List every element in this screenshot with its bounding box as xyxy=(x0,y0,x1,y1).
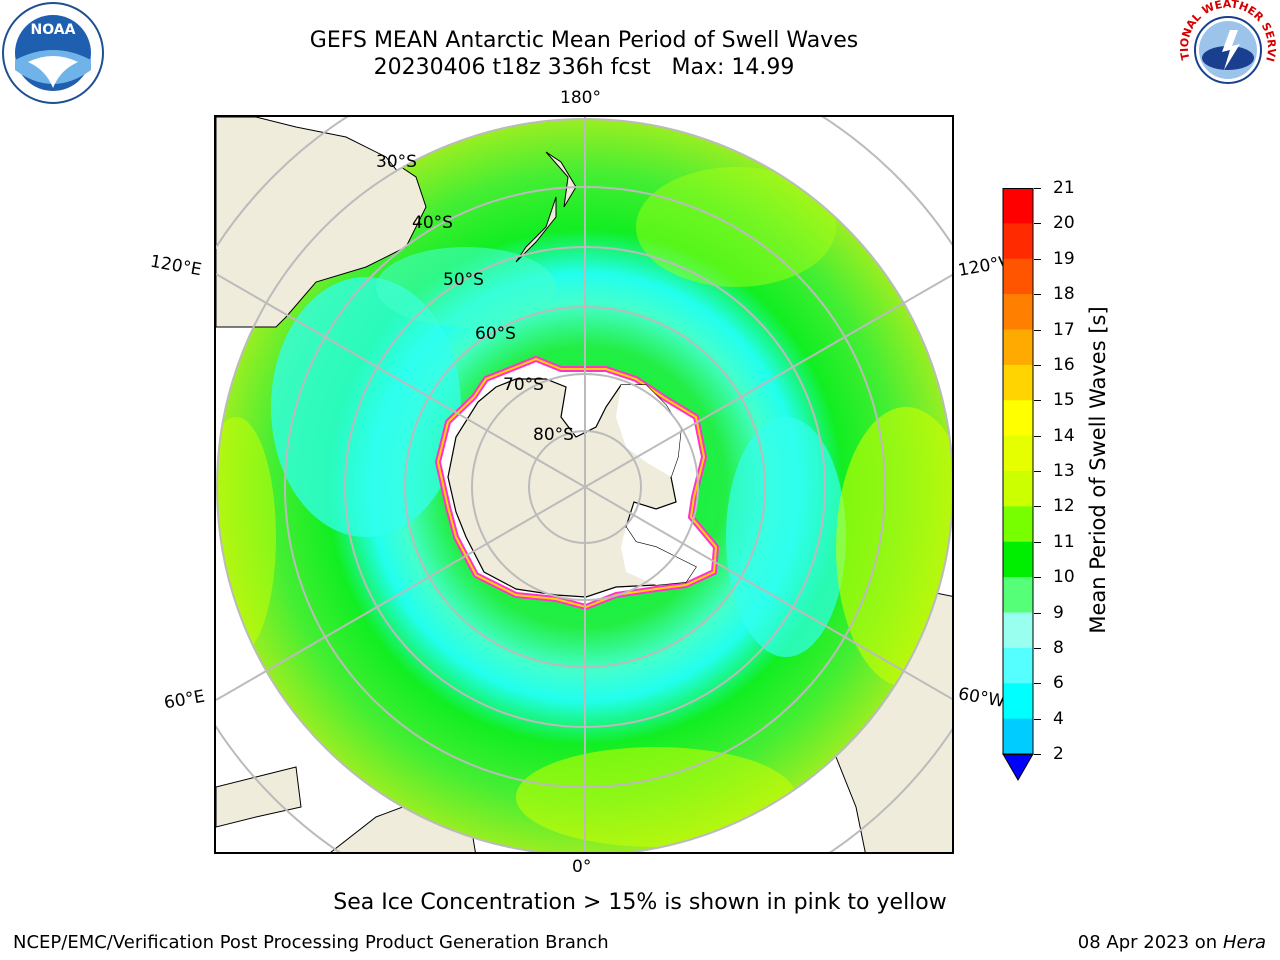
colorbar-tick-mark xyxy=(1034,612,1041,614)
footer-producer: NCEP/EMC/Verification Post Processing Pr… xyxy=(13,932,609,953)
colorbar-tick-label: 4 xyxy=(1053,708,1064,729)
colorbar-band xyxy=(1003,718,1033,755)
colorbar-band xyxy=(1003,329,1033,366)
land-new-zealand-south xyxy=(515,196,557,263)
colorbar-band xyxy=(1003,683,1033,720)
colorbar-tick-mark xyxy=(1034,754,1041,755)
colorbar-band xyxy=(1003,188,1033,224)
colorbar-tick-label: 13 xyxy=(1053,461,1075,481)
colorbar-tick-mark xyxy=(1034,541,1041,543)
colorbar-tick-mark xyxy=(1034,400,1041,402)
colorbar-band xyxy=(1003,506,1033,543)
colorbar-band xyxy=(1003,258,1033,295)
colorbar-tick-mark xyxy=(1034,471,1041,472)
colorbar-band xyxy=(1003,577,1033,613)
colorbar-tick-label: 17 xyxy=(1053,319,1075,340)
colorbar-band xyxy=(1003,364,1033,401)
colorbar-band xyxy=(1003,647,1033,684)
chart-subtitle: 20230406 t18z 336h fcst Max: 14.99 xyxy=(373,55,795,80)
swell-region-drake-passage xyxy=(726,417,846,657)
colorbar-tick-label: 18 xyxy=(1053,284,1075,305)
lat-label-80s: 80°S xyxy=(533,425,574,445)
nws-logo: NATIONAL WEATHER SERVICE xyxy=(1178,0,1278,97)
graticule xyxy=(216,117,952,852)
lat-label-40s: 40°S xyxy=(412,213,453,233)
colorbar-tick-label: 14 xyxy=(1053,425,1075,446)
colorbar-tick-mark xyxy=(1034,294,1041,296)
colorbar-tick-label: 21 xyxy=(1053,178,1075,198)
footer-date-text: 08 Apr 2023 on xyxy=(1077,932,1223,953)
colorbar-tick-mark xyxy=(1034,683,1041,685)
colorbar-band xyxy=(1003,435,1033,472)
colorbar-band xyxy=(1003,223,1033,260)
footer-host: Hera xyxy=(1222,932,1266,953)
colorbar-tick-label: 6 xyxy=(1053,673,1064,694)
polar-map xyxy=(216,117,952,852)
colorbar-tick-mark xyxy=(1034,223,1041,225)
colorbar-extension xyxy=(1002,753,1034,782)
lat-label-30s: 30°S xyxy=(376,152,417,172)
colorbar-tick-label: 8 xyxy=(1053,637,1064,658)
colorbar-band xyxy=(1003,612,1033,649)
swell-region-south-atlantic xyxy=(516,747,796,847)
land-new-zealand-north xyxy=(545,151,577,208)
colorbar-tick-label: 10 xyxy=(1053,567,1075,588)
lon-label-60e: 60°E xyxy=(162,686,207,714)
colorbar-band xyxy=(1003,400,1033,437)
colorbar xyxy=(1002,188,1034,782)
swell-region-indian-west xyxy=(217,417,276,657)
colorbar-band xyxy=(1003,541,1033,578)
noaa-logo-text: NOAA xyxy=(31,22,76,38)
lon-label-60w: 60°W xyxy=(956,684,1007,712)
colorbar-band xyxy=(1003,294,1033,330)
noaa-logo: NOAA xyxy=(2,2,104,104)
colorbar-tick-mark xyxy=(1034,258,1041,260)
weddell-ice-shelf xyxy=(621,527,696,585)
lat-label-60s: 60°S xyxy=(475,324,516,344)
lon-label-120e: 120°E xyxy=(148,251,204,281)
colorbar-tick-mark xyxy=(1034,188,1041,189)
map-panel xyxy=(214,115,954,854)
chart-title: GEFS MEAN Antarctic Mean Period of Swell… xyxy=(309,28,859,53)
colorbar-band xyxy=(1003,471,1033,507)
lon-label-0: 0° xyxy=(572,857,592,877)
meridian-60e-120w xyxy=(216,273,952,701)
colorbar-tick-mark xyxy=(1034,647,1041,649)
colorbar-tick-label: 12 xyxy=(1053,496,1075,517)
colorbar-tick-mark xyxy=(1034,329,1041,331)
colorbar-frame xyxy=(1002,188,1034,755)
sea-ice-yellow-edge xyxy=(436,357,718,609)
swell-region-tasman xyxy=(376,247,556,327)
colorbar-tick-label: 15 xyxy=(1053,390,1075,411)
colorbar-tick-label: 9 xyxy=(1053,602,1064,623)
sea-ice-note: Sea Ice Concentration > 15% is shown in … xyxy=(333,890,947,915)
colorbar-tick-label: 19 xyxy=(1053,248,1075,269)
colorbar-tick-label: 2 xyxy=(1053,744,1064,764)
colorbar-tick-label: 11 xyxy=(1053,531,1075,552)
colorbar-tick-mark xyxy=(1034,718,1041,720)
colorbar-tick-mark xyxy=(1034,506,1041,508)
lon-label-180: 180° xyxy=(560,88,601,108)
footer-date: 08 Apr 2023 on Hera xyxy=(1078,932,1266,953)
swell-region-indian-ocean xyxy=(271,277,461,537)
colorbar-label: Mean Period of Swell Waves [s] xyxy=(1086,306,1110,634)
colorbar-tick-mark xyxy=(1034,435,1041,437)
colorbar-tick-mark xyxy=(1034,577,1041,579)
colorbar-tick-label: 20 xyxy=(1053,213,1075,234)
lat-label-70s: 70°S xyxy=(503,375,544,395)
colorbar-tick-label: 16 xyxy=(1053,354,1075,375)
lat-label-50s: 50°S xyxy=(443,270,484,290)
colorbar-tick-mark xyxy=(1034,364,1041,366)
